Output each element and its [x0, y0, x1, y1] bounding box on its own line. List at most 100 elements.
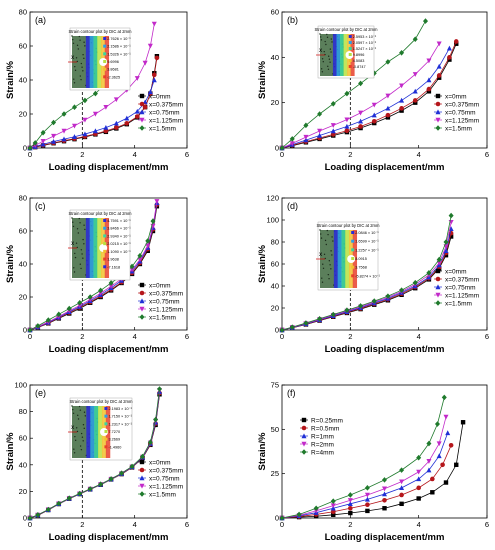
contour-level-swatch: [103, 242, 107, 246]
legend-label: x=0mm: [445, 93, 467, 100]
data-point: [153, 416, 159, 423]
legend-label: x=0.75mm: [445, 284, 476, 291]
strain-contour-inset: Strain contour plot by DIC at 2mm x 2.0846…: [316, 221, 381, 291]
data-point: [56, 500, 62, 507]
y-tick-label: 75: [271, 381, 279, 390]
speckle-dot: [324, 40, 326, 43]
speckle-dot: [73, 452, 76, 454]
data-point: [399, 97, 405, 103]
speckle-dot: [79, 39, 81, 41]
x-tick-label: 0: [280, 332, 284, 341]
speckle-dot: [72, 38, 74, 41]
speckle-dot: [83, 427, 85, 430]
data-point: [119, 470, 125, 476]
legend-label: x=0.375mm: [445, 101, 479, 108]
contour-level-label: 2.5953 × 10⁻¹: [353, 35, 377, 39]
series-5: [27, 218, 156, 333]
legend-marker: [435, 300, 441, 306]
series-2: [279, 442, 454, 521]
data-point: [399, 106, 404, 111]
legend-label: x=0.75mm: [149, 298, 180, 305]
speckle-dot: [75, 242, 78, 244]
data-point: [151, 77, 157, 83]
contour-band: [332, 34, 337, 76]
data-point: [448, 234, 454, 239]
contour-band: [85, 36, 91, 88]
speckle-dot: [323, 50, 325, 53]
data-point: [103, 125, 109, 130]
y-tick-label: 60: [271, 260, 279, 269]
data-point: [440, 462, 445, 468]
legend-label: x=1.125mm: [149, 306, 183, 313]
contour-level-label: 1.2257 × 10⁻¹: [355, 248, 379, 252]
contour-level-label: 1.5326 × 10⁻¹: [107, 52, 131, 56]
speckle-dot: [329, 61, 331, 63]
contour-level-swatch: [351, 231, 355, 234]
x-axis-label: Loading displacement/mm: [325, 532, 445, 543]
legend-marker: [435, 268, 441, 274]
speckle-dot: [321, 281, 324, 283]
speckle-dot: [80, 432, 83, 435]
strain-contour-inset: Strain contour plot by DIC at 2mm x 2.7626…: [68, 27, 132, 91]
data-point: [399, 287, 405, 293]
speckle-dot: [330, 38, 332, 40]
legend-label: x=0mm: [149, 459, 171, 466]
y-tick-label: 50: [271, 425, 279, 434]
data-point: [371, 298, 377, 304]
speckle-dot: [81, 253, 83, 255]
y-axis-label: Strain/%: [257, 244, 268, 283]
data-point: [98, 481, 104, 488]
y-tick-label: 40: [19, 76, 27, 85]
legend-marker: [435, 284, 441, 290]
contour-level-swatch: [104, 407, 108, 410]
data-point: [108, 280, 114, 286]
speckle-dot: [74, 69, 77, 72]
data-point: [385, 293, 391, 299]
speckle-dot: [79, 445, 82, 447]
speckle-dot: [331, 41, 333, 43]
speckle-dot: [83, 411, 86, 413]
y-axis-label: Strain/%: [5, 432, 16, 471]
legend-label: x=1.5mm: [445, 300, 472, 307]
data-point: [313, 505, 319, 512]
data-point: [40, 141, 46, 147]
legend-label: x=0.75mm: [149, 475, 180, 482]
data-point: [385, 112, 391, 118]
contour-level-label: -0.8747: [353, 65, 366, 69]
contour-band: [85, 218, 91, 278]
inset-title: Strain contour plot by DIC at 2mm: [68, 29, 132, 34]
contour-level-swatch: [348, 35, 352, 38]
data-point: [399, 485, 405, 491]
x-tick-label: 4: [417, 520, 421, 529]
plot-frame: [281, 11, 488, 149]
data-point: [113, 97, 119, 103]
legend-marker: [435, 93, 441, 99]
data-point: [382, 477, 387, 483]
data-point: [382, 491, 387, 497]
data-point: [365, 502, 370, 508]
legend-label: x=1.125mm: [445, 292, 479, 299]
data-point: [51, 133, 57, 139]
contour-level-swatch: [351, 265, 355, 269]
x-tick-label: 6: [185, 332, 189, 341]
data-point: [92, 128, 98, 134]
data-point: [35, 512, 41, 518]
strain-contour-inset: Strain contour plot by DIC at 2mm x 2.5953…: [314, 25, 378, 79]
data-point: [399, 50, 405, 56]
data-point: [140, 453, 146, 460]
data-point: [436, 256, 442, 263]
data-point: [385, 59, 391, 65]
speckle-dot: [72, 42, 75, 44]
inset-title: Strain contour plot by DIC at 2mm: [69, 399, 133, 404]
contour-level-label: 1.6599 × 10⁻¹: [355, 240, 379, 244]
speckle-dot: [74, 252, 76, 255]
x-tick-label: 4: [417, 332, 421, 341]
y-tick-label: 25: [271, 469, 279, 478]
data-point: [32, 140, 38, 146]
data-point: [129, 463, 135, 470]
data-point: [399, 83, 405, 89]
speckle-dot: [75, 427, 78, 429]
